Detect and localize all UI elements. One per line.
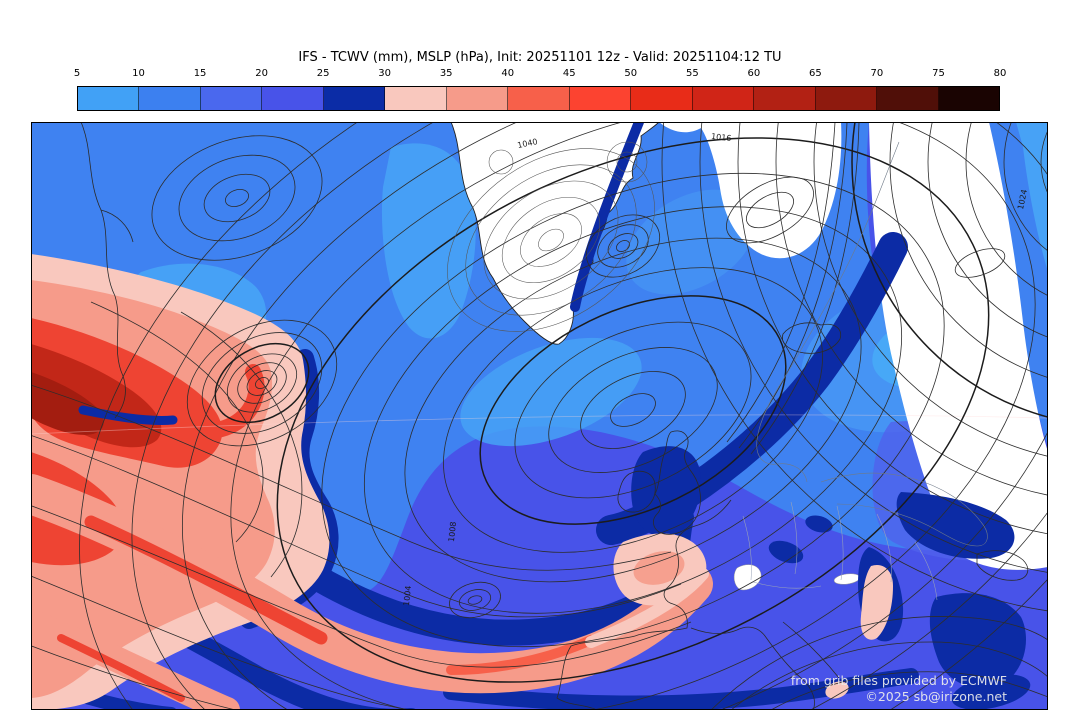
- colorbar-tick-label: 40: [501, 68, 515, 79]
- map-title: IFS - TCWV (mm), MSLP (hPa), Init: 20251…: [298, 50, 782, 65]
- colorbar-segment: [78, 87, 140, 110]
- colorbar-tick-label: 50: [624, 68, 638, 79]
- colorbar-tick-label: 20: [255, 68, 268, 79]
- colorbar-segment: [323, 87, 386, 110]
- pressure-label: 1008: [447, 521, 458, 542]
- colorbar-segment: [262, 87, 324, 110]
- colorbar-segment: [569, 87, 632, 110]
- pressure-label: 1004: [402, 585, 413, 606]
- colorbar-tick-label: 70: [870, 68, 884, 79]
- colorbar-tick-label: 45: [562, 68, 576, 79]
- credit-line-2: ©2025 sb@irizone.net: [865, 689, 1007, 704]
- colorbar-segment: [200, 87, 263, 110]
- colorbar-tick-label: 65: [809, 68, 822, 79]
- colorbar-segment: [385, 87, 447, 110]
- colorbar-segment: [631, 87, 693, 110]
- warm-patches: [613, 533, 893, 699]
- colorbar-tick-label: 60: [747, 68, 761, 79]
- colorbar-tick-label: 5: [73, 68, 81, 79]
- weather-map: 1040 1016 1024 1008 1004 from grib files…: [31, 122, 1048, 710]
- pressure-label: 1024: [1016, 189, 1029, 211]
- weather-map-canvas: 1040 1016 1024 1008 1004 from grib files…: [31, 122, 1048, 710]
- colorbar-tick-label: 35: [439, 68, 453, 79]
- colorbar-segment: [754, 87, 816, 110]
- graticule-line: [31, 414, 1048, 435]
- credit-line-1: from grib files provided by ECMWF: [791, 673, 1007, 688]
- colorbar-tick-label: 30: [378, 68, 392, 79]
- colorbar-tick-label: 75: [932, 68, 945, 79]
- coastlines: [80, 122, 1029, 710]
- frontal-bands: [31, 474, 713, 710]
- colorbar: 5 10 15 20 25 30 35 40 45 50 55 60 65 70 75 80: [73, 68, 1007, 112]
- colorbar-segment: [692, 87, 755, 110]
- pressure-label: 1016: [711, 132, 732, 143]
- colorbar-tick-label: 25: [316, 68, 330, 79]
- colorbar-segment: [139, 87, 201, 110]
- colorbar-segment: [446, 87, 509, 110]
- colorbar-tick-label: 15: [193, 68, 207, 79]
- isobar-contours: [31, 122, 1048, 710]
- greenland-terrain-contours: [447, 141, 655, 332]
- colorbar-ticks: 5 10 15 20 25 30 35 40 45 50 55 60 65 70 75 80: [73, 68, 1007, 82]
- credits: from grib files provided by ECMWF ©2025 …: [791, 673, 1007, 704]
- colorbar-tick-label: 80: [993, 68, 1007, 79]
- pressure-label: 1040: [517, 137, 539, 150]
- colorbar-segment: [877, 87, 939, 110]
- colorbar-tick-label: 10: [132, 68, 145, 79]
- colorbar-segment: [938, 87, 1000, 110]
- colorbar-segment: [508, 87, 570, 110]
- colorbar-bar: [77, 86, 1000, 111]
- colorbar-segment: [815, 87, 878, 110]
- dry-regions: [450, 122, 1048, 591]
- high-pressure-ridge: [869, 122, 1048, 570]
- colorbar-tick-label: 55: [685, 68, 699, 79]
- pressure-labels: 1040 1016 1024 1008 1004: [402, 132, 1029, 606]
- map-border: [31, 122, 1048, 710]
